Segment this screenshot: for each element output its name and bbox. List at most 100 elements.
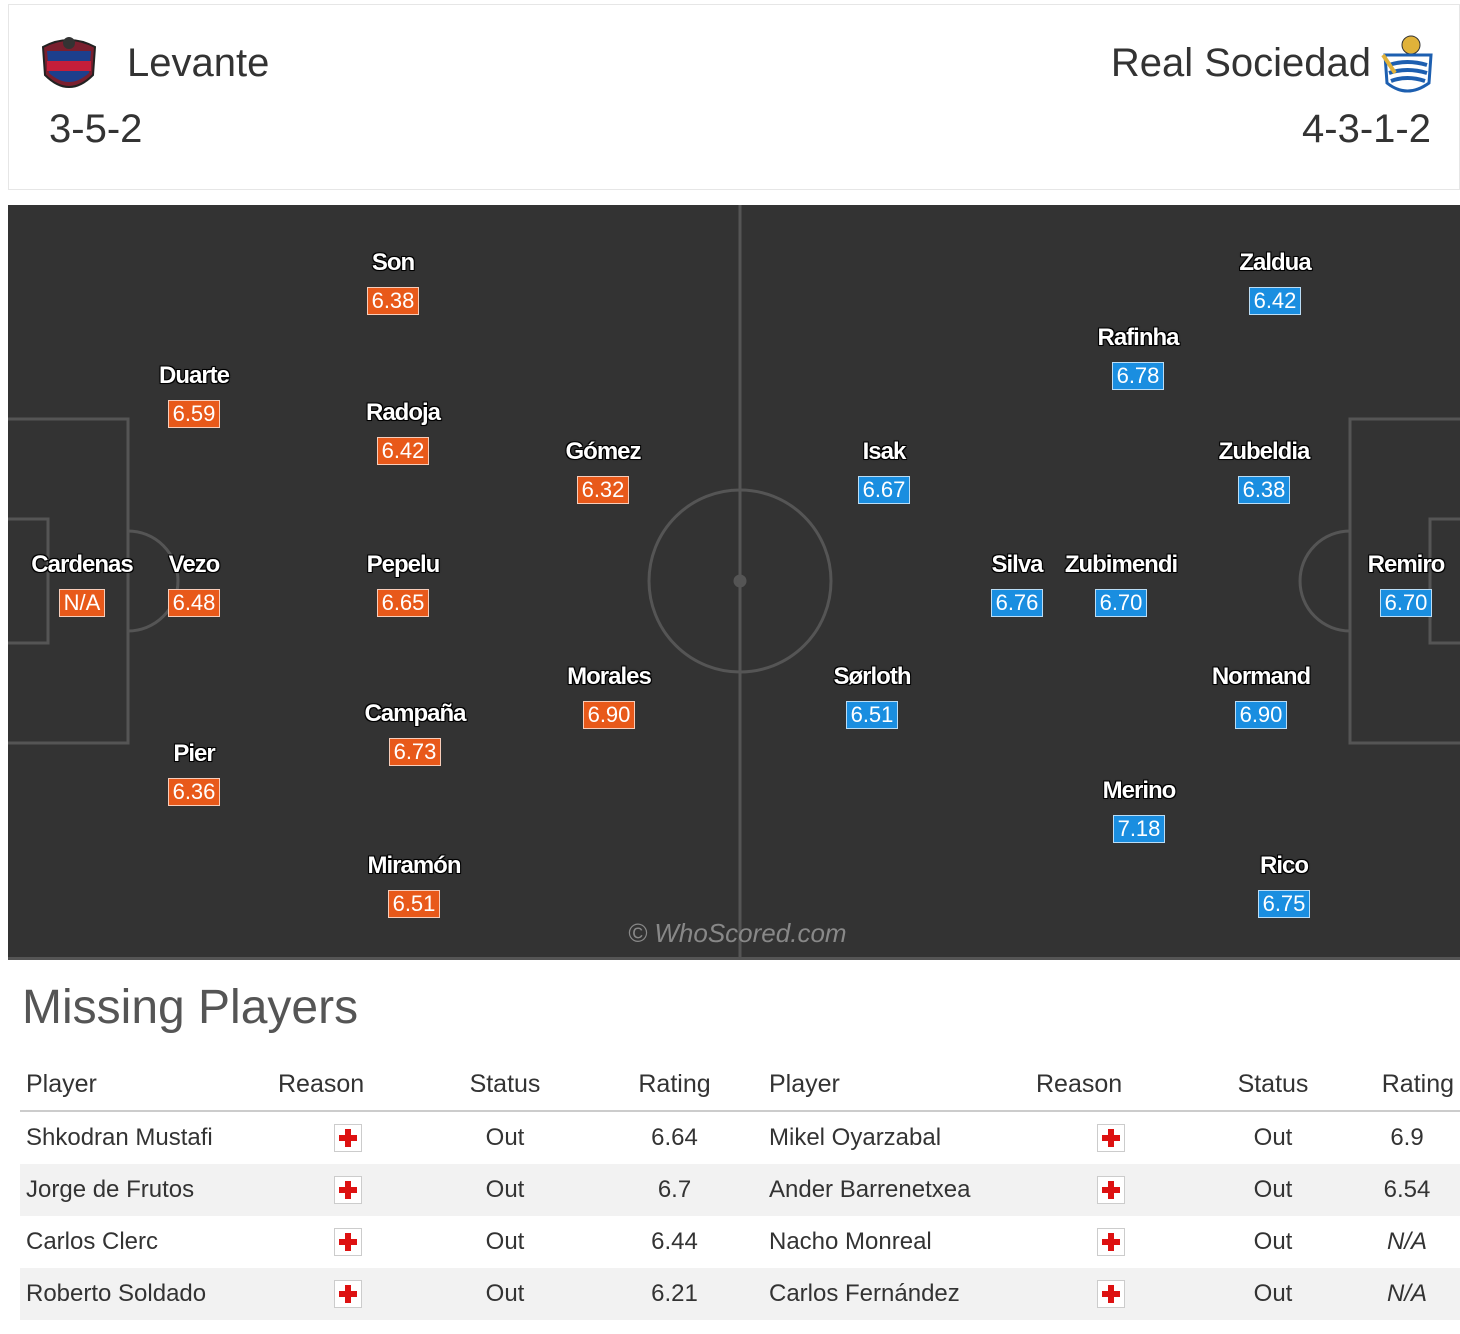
player-remiro[interactable]: Remiro 6.70	[1326, 551, 1460, 617]
player-zaldua[interactable]: Zaldua 6.42	[1195, 249, 1355, 315]
player-rating: 6.65	[376, 589, 430, 617]
table-row: Roberto Soldado Out 6.21 Carlos Fernánde…	[20, 1268, 1460, 1320]
away-missing-player[interactable]: Nacho Monreal	[769, 1228, 932, 1255]
home-missing-player[interactable]: Roberto Soldado	[20, 1268, 272, 1320]
table-header-row: Player Reason Status Rating Player Reaso…	[20, 1058, 1460, 1112]
reason-cell	[272, 1216, 424, 1268]
player-rating: 6.90	[582, 701, 636, 729]
player-rating: 6.42	[1248, 287, 1302, 315]
rating-cell: 6.7	[586, 1164, 763, 1216]
player-name: Rafinha	[1097, 324, 1179, 351]
injury-icon	[334, 1280, 362, 1309]
player-name: Normand	[1211, 663, 1311, 690]
player-normand[interactable]: Normand 6.90	[1181, 663, 1341, 729]
levante-crest-icon	[41, 37, 97, 88]
player-sorloth[interactable]: Sørloth 6.51	[792, 663, 952, 729]
player-rating: 6.67	[857, 476, 911, 504]
player-name: Pepelu	[366, 551, 441, 578]
player-zubimendi[interactable]: Zubimendi 6.70	[1041, 551, 1201, 617]
player-morales[interactable]: Morales 6.90	[529, 663, 689, 729]
player-silva[interactable]: Silva 6.76	[937, 551, 1097, 617]
table-row: Carlos Clerc Out 6.44 Nacho Monreal Out …	[20, 1216, 1460, 1268]
reason-cell	[272, 1164, 424, 1216]
player-rating: 6.51	[845, 701, 899, 729]
status-cell: Out	[1253, 1228, 1293, 1255]
player-rating: 6.78	[1111, 362, 1165, 390]
player-zubeldia[interactable]: Zubeldia 6.38	[1184, 438, 1344, 504]
player-rating: 6.59	[167, 400, 221, 428]
player-name: Morales	[567, 663, 652, 690]
away-team-name[interactable]: Real Sociedad	[1110, 41, 1371, 85]
col-header-rating[interactable]: Rating	[1354, 1058, 1460, 1112]
player-rating: 6.70	[1379, 589, 1433, 617]
player-rating: 6.76	[990, 589, 1044, 617]
reason-cell	[1030, 1164, 1192, 1216]
rating-cell: N/A	[1386, 1228, 1427, 1255]
player-pier[interactable]: Pier 6.36	[114, 740, 274, 806]
rating-cell: N/A	[1354, 1268, 1460, 1320]
player-name: Duarte	[158, 362, 230, 389]
reason-cell	[1030, 1268, 1192, 1320]
away-missing-player[interactable]: Mikel Oyarzabal	[769, 1124, 942, 1151]
player-rating: 6.75	[1257, 890, 1311, 918]
away-missing-player[interactable]: Carlos Fernández	[763, 1268, 1030, 1320]
injury-icon	[334, 1124, 362, 1153]
reason-cell	[272, 1111, 424, 1164]
player-name: Sørloth	[833, 663, 912, 690]
away-missing-player[interactable]: Ander Barrenetxea	[763, 1164, 1030, 1216]
player-rating: N/A	[58, 589, 106, 617]
status-cell: Out	[1192, 1268, 1354, 1320]
player-name: Vezo	[168, 551, 221, 578]
player-rating: 6.42	[376, 437, 430, 465]
col-header-status[interactable]: Status	[424, 1058, 586, 1112]
player-name: Pier	[173, 740, 215, 767]
reason-cell	[1030, 1216, 1192, 1268]
player-campana[interactable]: Campaña 6.73	[335, 700, 495, 766]
home-team-name[interactable]: Levante	[127, 41, 270, 85]
player-merino[interactable]: Merino 7.18	[1059, 777, 1219, 843]
injury-icon	[1097, 1228, 1125, 1257]
col-header-reason[interactable]: Reason	[1030, 1058, 1192, 1112]
col-header-player[interactable]: Player	[20, 1058, 272, 1112]
col-header-rating[interactable]: Rating	[586, 1058, 763, 1112]
home-missing-player[interactable]: Jorge de Frutos	[20, 1164, 272, 1216]
injury-icon	[1097, 1124, 1125, 1153]
player-name: Silva	[991, 551, 1043, 578]
player-name: Radoja	[365, 399, 441, 426]
player-isak[interactable]: Isak 6.67	[804, 438, 964, 504]
rating-cell: 6.21	[586, 1268, 763, 1320]
injury-icon	[334, 1228, 362, 1257]
player-son[interactable]: Son 6.38	[313, 249, 473, 315]
rating-cell: 6.64	[651, 1124, 698, 1151]
player-pepelu[interactable]: Pepelu 6.65	[323, 551, 483, 617]
player-duarte[interactable]: Duarte 6.59	[114, 362, 274, 428]
player-miramon[interactable]: Miramón 6.51	[334, 852, 494, 918]
away-formation: 4-3-1-2	[1302, 107, 1431, 151]
col-header-status[interactable]: Status	[1192, 1058, 1354, 1112]
player-gomez[interactable]: Gómez 6.32	[523, 438, 683, 504]
home-missing-player[interactable]: Shkodran Mustafi	[26, 1124, 213, 1151]
player-rating: 7.18	[1112, 815, 1166, 843]
match-header: Levante 3-5-2 Real Sociedad 4-3-1-2	[8, 4, 1460, 190]
player-radoja[interactable]: Radoja 6.42	[323, 399, 483, 465]
player-rating: 6.32	[576, 476, 630, 504]
player-rating: 6.73	[388, 738, 442, 766]
player-cardenas[interactable]: Cardenas N/A	[2, 551, 162, 617]
player-rating: 6.90	[1234, 701, 1288, 729]
status-cell: Out	[1253, 1124, 1293, 1151]
rating-cell: 6.54	[1354, 1164, 1460, 1216]
player-rico[interactable]: Rico 6.75	[1204, 852, 1364, 918]
pitch: Son 6.38 Duarte 6.59 Radoja 6.42 Gómez 6…	[8, 205, 1460, 960]
home-missing-player[interactable]: Carlos Clerc	[26, 1228, 159, 1255]
reason-cell	[1030, 1111, 1192, 1164]
player-rafinha[interactable]: Rafinha 6.78	[1058, 324, 1218, 390]
status-cell: Out	[485, 1124, 525, 1151]
col-header-player[interactable]: Player	[763, 1058, 1030, 1112]
player-name: Zubeldia	[1218, 438, 1311, 465]
player-vezo[interactable]: Vezo 6.48	[114, 551, 274, 617]
status-cell: Out	[485, 1228, 525, 1255]
player-name: Zubimendi	[1064, 551, 1178, 578]
player-name: Cardenas	[31, 551, 133, 578]
missing-players-title: Missing Players	[22, 981, 359, 1034]
col-header-reason[interactable]: Reason	[272, 1058, 424, 1112]
